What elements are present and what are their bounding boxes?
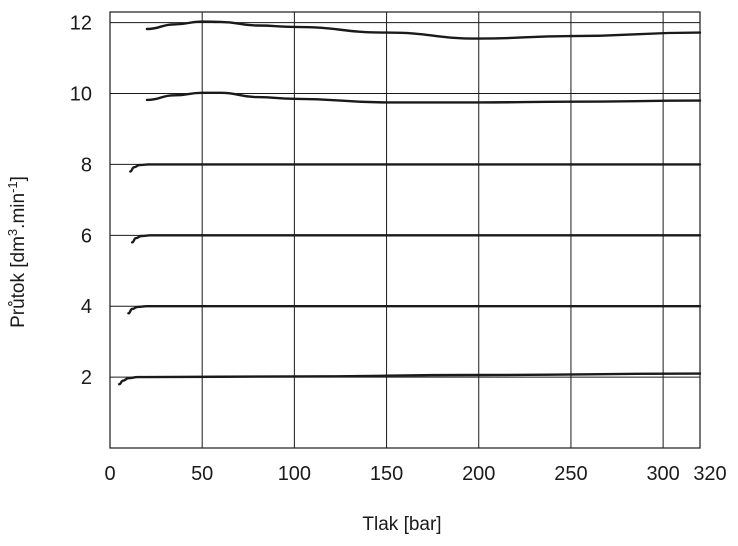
x-tick-label: 0 <box>104 463 115 485</box>
x-axis-ticks: 0 50 100 150 200 250 300 320 <box>104 463 726 485</box>
x-tick-label: 250 <box>554 463 587 485</box>
x-tick-label: 200 <box>462 463 495 485</box>
series-line-6 <box>145 20 702 40</box>
x-tick-label: 100 <box>278 463 311 485</box>
y-tick-label: 2 <box>81 367 92 389</box>
y-axis-ticks: 2 4 6 8 10 12 <box>70 13 92 389</box>
series-lines <box>118 20 702 386</box>
series-line-1 <box>118 372 702 386</box>
x-tick-label: 50 <box>191 463 213 485</box>
series-line-5 <box>145 91 702 104</box>
x-tick-label: 320 <box>693 463 726 485</box>
y-axis-label: Průtok [dm3.min-1] <box>5 176 29 328</box>
y-tick-label: 4 <box>81 296 92 318</box>
y-tick-label: 6 <box>81 225 92 247</box>
grid <box>110 12 700 448</box>
y-tick-label: 12 <box>70 13 92 35</box>
y-tick-label: 8 <box>81 154 92 176</box>
y-tick-label: 10 <box>70 84 92 106</box>
series-line-3 <box>130 234 702 244</box>
x-tick-label: 150 <box>370 463 403 485</box>
series-line-4 <box>129 163 702 173</box>
series-line-2 <box>127 304 702 315</box>
x-tick-label: 300 <box>646 463 679 485</box>
x-axis-label: Tlak [bar] <box>362 514 441 535</box>
plot-frame <box>109 11 701 449</box>
